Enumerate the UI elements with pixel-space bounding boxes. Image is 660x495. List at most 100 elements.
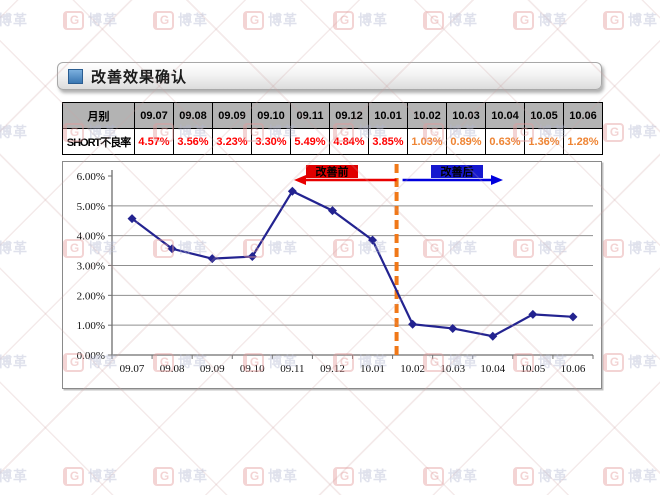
brand-logo-text: 博革 <box>178 468 208 484</box>
brand-logo-icon: G <box>153 10 174 30</box>
after-arrowhead <box>491 175 503 185</box>
data-point-marker <box>528 309 538 319</box>
y-axis-label: 4.00% <box>77 231 105 243</box>
table-month-header: 09.11 <box>290 102 330 129</box>
table-month-header: 10.01 <box>368 102 408 129</box>
line-chart-svg: 0.00% 1.00% 2.00% 3.00% 4.00% 5.00% 6.00% 09.07… <box>77 164 594 375</box>
table-value-cell: 1.36% <box>524 128 564 155</box>
after-label: 改善后 <box>441 165 474 179</box>
brand-watermark: G博革 <box>0 352 28 372</box>
data-point-marker <box>448 323 458 333</box>
brand-logo-text: 博革 <box>358 468 388 484</box>
brand-logo-icon: G <box>243 466 264 486</box>
brand-logo-icon: G <box>63 466 84 486</box>
table-corner-cell: 月别 <box>62 102 135 129</box>
table-header-row: 月别 09.07 09.08 09.09 09.10 09.11 09.12 10.01 10.… <box>62 102 603 129</box>
table-month-header: 09.08 <box>173 102 213 129</box>
table-value-cell: 3.23% <box>212 128 252 155</box>
data-point-marker <box>327 206 337 216</box>
brand-logo-icon: G <box>603 466 624 486</box>
table-month-header: 09.09 <box>212 102 252 129</box>
table-month-header: 09.10 <box>251 102 291 129</box>
brand-logo-text: 博革 <box>628 240 658 256</box>
defect-rate-chart: 0.00% 1.00% 2.00% 3.00% 4.00% 5.00% 6.00% 09.07… <box>62 161 602 389</box>
y-axis-label: 2.00% <box>77 290 105 302</box>
brand-logo-text: 博革 <box>628 354 658 370</box>
table-value-cell: 3.30% <box>251 128 291 155</box>
defect-rate-table: 月别 09.07 09.08 09.09 09.10 09.11 09.12 10.01 10.… <box>62 102 603 155</box>
y-axis-label: 6.00% <box>77 171 105 183</box>
brand-logo-icon: G <box>603 352 624 372</box>
brand-watermark: G博革 <box>0 122 28 142</box>
table-value-cell: 5.49% <box>290 128 330 155</box>
table-value-cell: 0.89% <box>446 128 486 155</box>
x-axis-label: 09.11 <box>280 363 304 375</box>
data-point-marker <box>408 319 418 329</box>
table-month-header: 10.02 <box>407 102 447 129</box>
x-axis-label: 09.09 <box>200 363 225 375</box>
y-axis-label: 3.00% <box>77 261 105 273</box>
data-point-marker <box>247 252 257 262</box>
title-bullet-icon <box>68 68 83 84</box>
brand-logo-text: 博革 <box>268 468 298 484</box>
brand-watermark: G博革 <box>0 466 28 486</box>
before-label: 改善前 <box>316 165 349 179</box>
y-axis-label: 5.00% <box>77 201 105 213</box>
brand-logo-icon: G <box>513 10 534 30</box>
brand-logo-icon: G <box>153 466 174 486</box>
brand-watermark: G博革 <box>0 10 28 30</box>
brand-watermark: G博革 <box>0 238 28 258</box>
before-arrowhead <box>294 175 306 185</box>
y-axis-label: 0.00% <box>77 350 105 362</box>
x-axis-label: 09.08 <box>160 363 185 375</box>
brand-logo-icon: G <box>603 238 624 258</box>
brand-logo-icon: G <box>63 10 84 30</box>
before-label-box <box>306 165 358 178</box>
x-axis-label: 10.05 <box>521 363 546 375</box>
brand-logo-icon: G <box>423 10 444 30</box>
brand-logo-text: 博革 <box>0 12 28 28</box>
brand-logo-text: 博革 <box>358 12 388 28</box>
page-title: 改善效果确认 <box>91 68 188 86</box>
table-month-header: 10.05 <box>524 102 564 129</box>
brand-logo-text: 博革 <box>538 468 568 484</box>
brand-logo-text: 博革 <box>448 12 478 28</box>
table-value-cell: 3.85% <box>368 128 408 155</box>
table-month-header: 10.03 <box>446 102 486 129</box>
brand-logo-icon: G <box>603 122 624 142</box>
table-month-header: 10.06 <box>563 102 603 129</box>
brand-logo-icon: G <box>243 10 264 30</box>
brand-logo-text: 博革 <box>0 468 28 484</box>
brand-logo-text: 博革 <box>448 468 478 484</box>
brand-logo-text: 博革 <box>628 12 658 28</box>
x-axis-label: 10.01 <box>360 363 385 375</box>
table-value-cell: 4.57% <box>134 128 174 155</box>
y-axis-label: 1.00% <box>77 320 105 332</box>
x-axis-label: 10.02 <box>400 363 425 375</box>
table-value-cell: 3.56% <box>173 128 213 155</box>
x-axis-label: 09.07 <box>120 363 145 375</box>
brand-logo-text: 博革 <box>628 468 658 484</box>
brand-logo-text: 博革 <box>268 12 298 28</box>
x-axis-label: 10.03 <box>440 363 465 375</box>
table-month-header: 09.12 <box>329 102 369 129</box>
brand-logo-text: 博革 <box>88 12 118 28</box>
brand-logo-text: 博革 <box>88 468 118 484</box>
brand-logo-text: 博革 <box>628 124 658 140</box>
title-bar: 改善效果确认 <box>57 62 602 90</box>
data-point-marker <box>207 254 217 264</box>
brand-logo-icon: G <box>333 10 354 30</box>
brand-logo-text: 博革 <box>538 12 568 28</box>
